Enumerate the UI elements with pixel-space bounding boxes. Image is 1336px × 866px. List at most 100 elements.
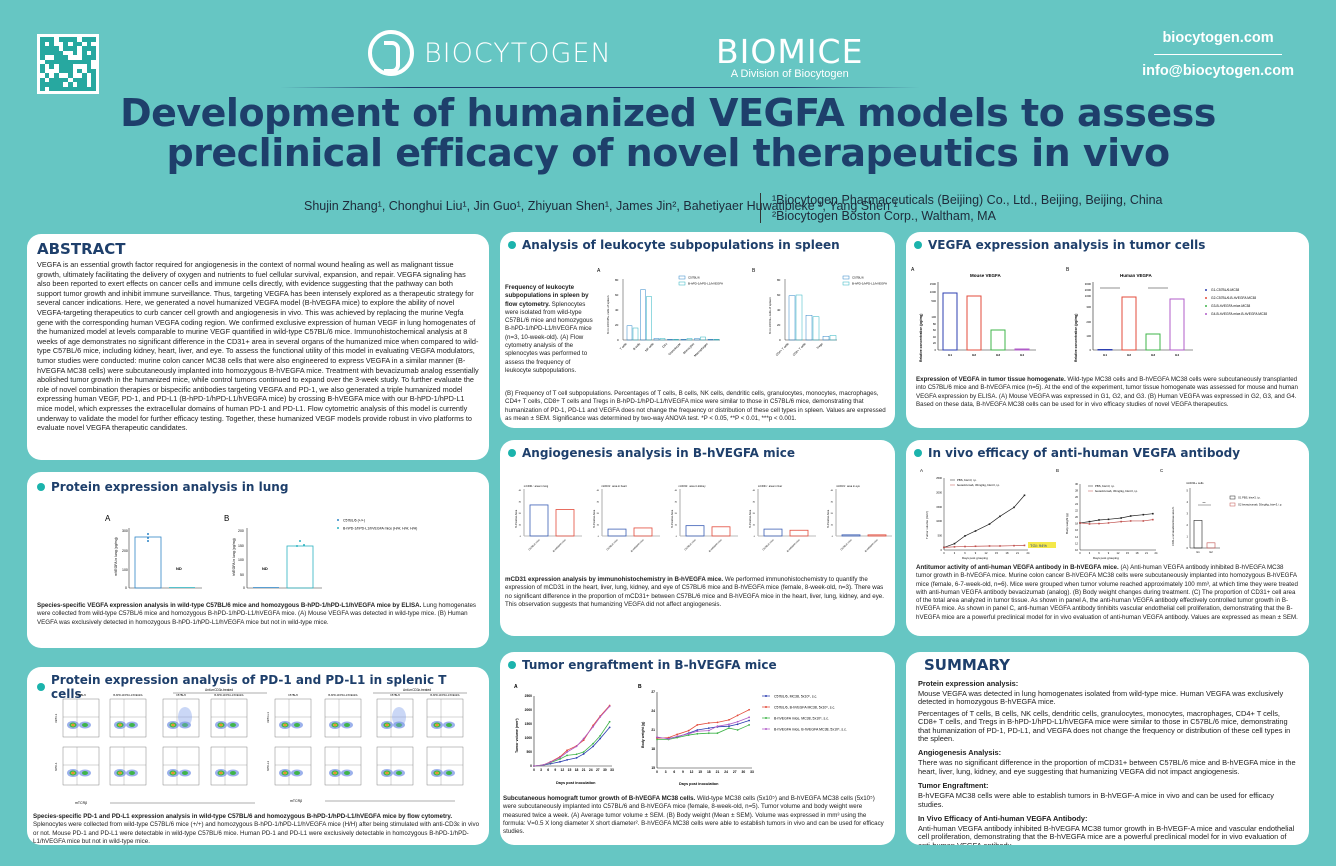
svg-text:21: 21 [651,728,655,732]
svg-text:mCD31⁺ area in heart: mCD31⁺ area in heart [601,484,627,488]
svg-text:40: 40 [597,490,600,492]
svg-text:0: 0 [520,536,522,538]
svg-text:G2 bevacizumab, 30mg/kg, biw×3: G2 bevacizumab, 30mg/kg, biw×3, i.p. [1238,503,1282,507]
eff-a-ylabel: Tumor volume (mm³) [925,511,929,539]
svg-text:hPD-L1: hPD-L1 [266,760,270,771]
svg-text:10: 10 [519,525,522,527]
legend-item: C57BL/6 (+/+) [343,519,365,523]
svg-text:0: 0 [533,768,535,772]
leukocyte-heading-text: Analysis of leukocyte subpopulations in … [522,238,840,252]
svg-text:CD8+ T cells: CD8+ T cells [792,342,807,357]
summary-section-title: Tumor Engraftment: [918,781,989,791]
svg-text:C57BL/6: C57BL/6 [390,694,400,697]
svg-text:27: 27 [596,768,600,772]
svg-text:33: 33 [750,770,754,774]
svg-text:0: 0 [1089,348,1091,352]
tumor-expression-panel: VEGFA expression analysis in tumor cells… [906,232,1309,428]
leukocyte-heading: Analysis of leukocyte subpopulations in … [508,238,887,252]
contact-block: biocytogen.com info@biocytogen.com [1142,30,1294,79]
summary-paragraph: Anti-human VEGFA antibody inhibited B-hV… [918,824,1295,845]
tumor-expr-heading-text: VEGFA expression analysis in tumor cells [928,238,1206,252]
leukocyte-side-body: Splenocytes were isolated from wild-type… [505,300,593,374]
pd1-caption: Species-specific PD-1 and PD-L1 expressi… [33,813,481,845]
svg-text:80: 80 [933,322,937,326]
email-link[interactable]: info@biocytogen.com [1142,63,1294,79]
svg-text:20: 20 [615,323,619,327]
panel-label-b: B [224,514,229,523]
lung-caption: Species-specific VEGFA expression analys… [37,602,479,627]
eff-c-title: mCD31+ cells [1186,481,1204,485]
panel-label-b: B [1066,267,1070,273]
svg-text:9: 9 [1108,551,1110,555]
lung-heading-text: Protein expression analysis in lung [51,480,289,494]
lung-panel: Protein expression analysis in lung A B … [27,472,489,648]
tgi-label: TGI: 94% [1030,543,1047,548]
svg-text:0: 0 [530,764,532,768]
bullet-icon [914,241,922,249]
poster-title: Development of humanized VEGFA models to… [0,93,1336,173]
pd1-flow-plots: Anti-mCD3ε-treated Anti-mCD3ε-treated mT… [54,688,467,805]
svg-text:G1: G1 [948,353,952,357]
svg-text:15: 15 [568,768,572,772]
qr-code[interactable] [37,34,99,94]
panel-label-a: A [920,468,923,473]
pd1-caption-text: Splenocytes were collected from wild-typ… [33,821,480,845]
svg-text:60: 60 [615,293,619,297]
svg-text:30: 30 [831,502,834,504]
bullet-icon [508,449,516,457]
svg-text:30: 30 [1075,482,1078,486]
svg-text:20: 20 [1075,515,1078,519]
svg-text:9: 9 [682,770,684,774]
bullet-icon [914,449,922,457]
svg-text:24: 24 [589,768,593,772]
svg-text:bevacizumab, 30mg/kg, biw×3, i: bevacizumab, 30mg/kg, biw×3, i.p. [957,483,1000,487]
angiogenesis-heading: Angiogenesis analysis in B-hVEGFA mice [508,446,887,460]
summary-body: Protein expression analysis: Mouse VEGFA … [918,679,1297,845]
svg-text:G2: G2 [1209,550,1213,554]
website-link[interactable]: biocytogen.com [1154,30,1282,55]
engraftment-heading: Tumor engraftment in B-hVEGFA mice [508,658,887,672]
svg-text:mCD31⁺ area in liver: mCD31⁺ area in liver [758,484,782,488]
svg-text:20: 20 [519,513,522,515]
svg-text:C57BL/6 mice: C57BL/6 mice [840,538,853,551]
svg-text:G3: G3 [996,353,1000,357]
bullet-icon [37,483,45,491]
svg-text:30: 30 [603,768,607,772]
svg-text:G1: G1 [1196,550,1200,554]
svg-text:500: 500 [526,750,532,754]
svg-text:% Positive Area: % Positive Area [826,509,830,528]
author-list: Shujin Zhang¹, Chonghui Liu¹, Jin Guo¹, … [304,199,898,213]
biocytogen-wordmark: BIOCYTOGEN [424,37,612,69]
te-b-ylabel: Relative concentration (pg/mg) [1074,314,1078,362]
svg-text:1500: 1500 [930,282,937,286]
svg-text:mPD-L1: mPD-L1 [266,712,270,723]
treated-label: Anti-mCD3ε-treated [205,688,233,692]
leukocyte-caption: (B) Frequency of T cell subpopulations. … [505,390,886,422]
svg-text:hPD-1: hPD-1 [54,762,58,771]
title-line-2: preclinical efficacy of novel therapeuti… [166,131,1170,175]
panel-label-a: A [514,684,518,690]
svg-text:B-hVEGFA mice: B-hVEGFA mice [708,538,723,553]
svg-text:27: 27 [733,770,737,774]
svg-text:24: 24 [1075,502,1078,506]
svg-text:B-hPD-1/hPD-L1/hVEGFA: B-hPD-1/hPD-L1/hVEGFA [328,694,358,697]
svg-text:80: 80 [615,278,619,282]
svg-text:18: 18 [707,770,711,774]
eff-b-xlabel: Days post grouping [1093,556,1119,560]
svg-text:27: 27 [651,690,655,694]
engraftment-panel: Tumor engraftment in B-hVEGFA mice A B T… [500,652,895,845]
svg-text:2000: 2000 [936,490,942,494]
svg-text:200: 200 [1086,320,1091,324]
svg-text:30: 30 [597,502,600,504]
svg-text:20: 20 [597,513,600,515]
svg-text:CD4+ T cells: CD4+ T cells [775,342,790,357]
bullet-icon [508,661,516,669]
summary-heading: SUMMARY [924,656,1011,674]
svg-text:10: 10 [597,525,600,527]
svg-text:B-hVEGFA mice, B-hVEGFA MC38,: B-hVEGFA mice, B-hVEGFA MC38, 5x10⁵, s.c… [774,727,847,731]
svg-text:0: 0 [656,770,658,774]
svg-text:0: 0 [243,586,245,590]
panel-label-a: A [911,267,915,273]
svg-text:150: 150 [238,544,244,548]
eff-a-xlabel: Days post grouping [962,556,988,560]
